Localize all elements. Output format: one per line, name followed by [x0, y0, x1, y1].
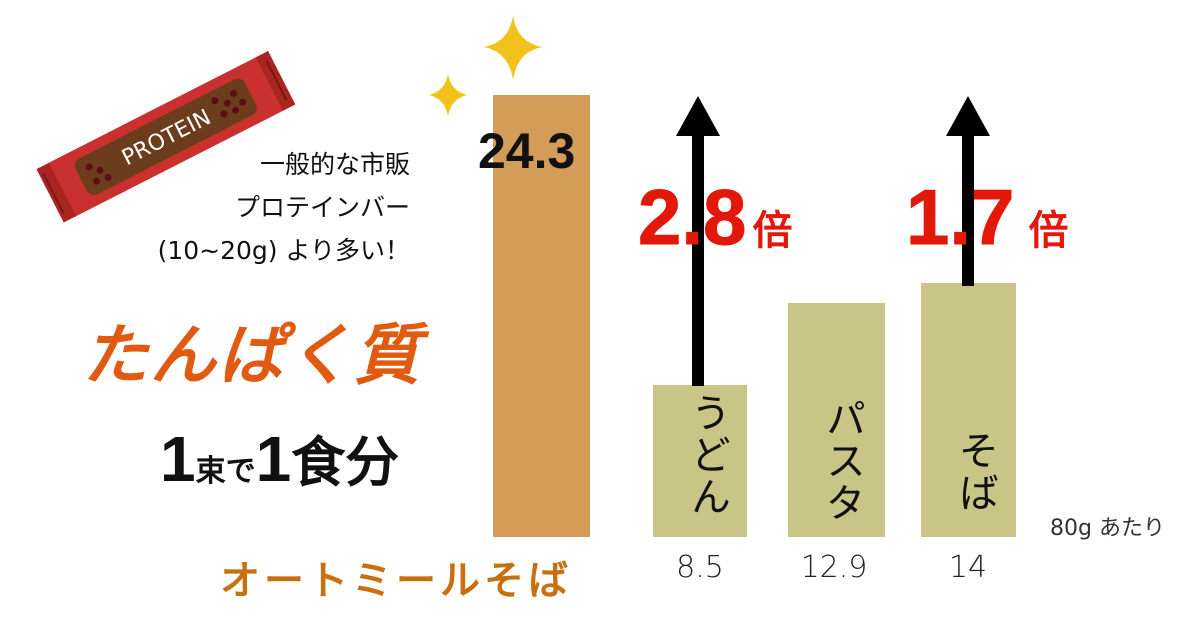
bar-label-soba: そば	[952, 430, 998, 514]
multiplier-soba: 1.7 倍	[905, 172, 1069, 263]
bar-pasta	[788, 303, 885, 537]
bar-udon	[653, 385, 747, 537]
multiplier-udon-dec: .8	[681, 173, 747, 262]
multiplier-udon-unit: 倍	[752, 208, 793, 254]
multiplier-udon-int: 2	[637, 173, 682, 262]
bar-label-pasta: パスタ	[819, 398, 865, 524]
intro-line-2: プロテインバー	[234, 193, 410, 222]
featured-value: 24.3	[478, 123, 576, 179]
bar-label-udon: うどん	[684, 392, 730, 518]
intro-line-3: (10~20g) より多い！	[157, 236, 410, 265]
featured-label: オートミールそば	[220, 558, 572, 604]
intro-text: 一般的な市販 プロテインバー (10~20g) より多い！	[110, 143, 410, 272]
arrow-up-icon-udon	[676, 96, 720, 386]
arrow-up-icon-soba	[946, 96, 990, 286]
subhead: 1束で1食分	[160, 418, 399, 498]
multiplier-soba-unit: 倍	[1028, 208, 1069, 254]
bar-oatmeal-soba	[493, 95, 590, 537]
value-soba: 14	[948, 550, 988, 585]
multiplier-udon: 2.8 倍	[637, 172, 793, 263]
subhead-unit-2: 食分	[291, 431, 400, 494]
unit-note: 80g あたり	[1050, 516, 1165, 541]
value-pasta: 12.9	[800, 550, 868, 585]
sparkle-icon	[484, 16, 542, 80]
multiplier-soba-int: 1	[905, 173, 950, 262]
protein-bar-illustration: PROTEIN	[25, 45, 305, 225]
subhead-unit-1: 束で	[195, 454, 256, 489]
headline: たんぱく質	[82, 317, 422, 394]
multiplier-soba-dec: .7	[949, 173, 1015, 262]
value-udon: 8.5	[676, 550, 724, 585]
sparkle-icon-small	[429, 74, 467, 116]
subhead-num-1: 1	[160, 423, 196, 495]
subhead-num-2: 1	[255, 423, 292, 495]
intro-line-1: 一般的な市販	[259, 150, 410, 179]
bar-soba	[921, 283, 1016, 537]
